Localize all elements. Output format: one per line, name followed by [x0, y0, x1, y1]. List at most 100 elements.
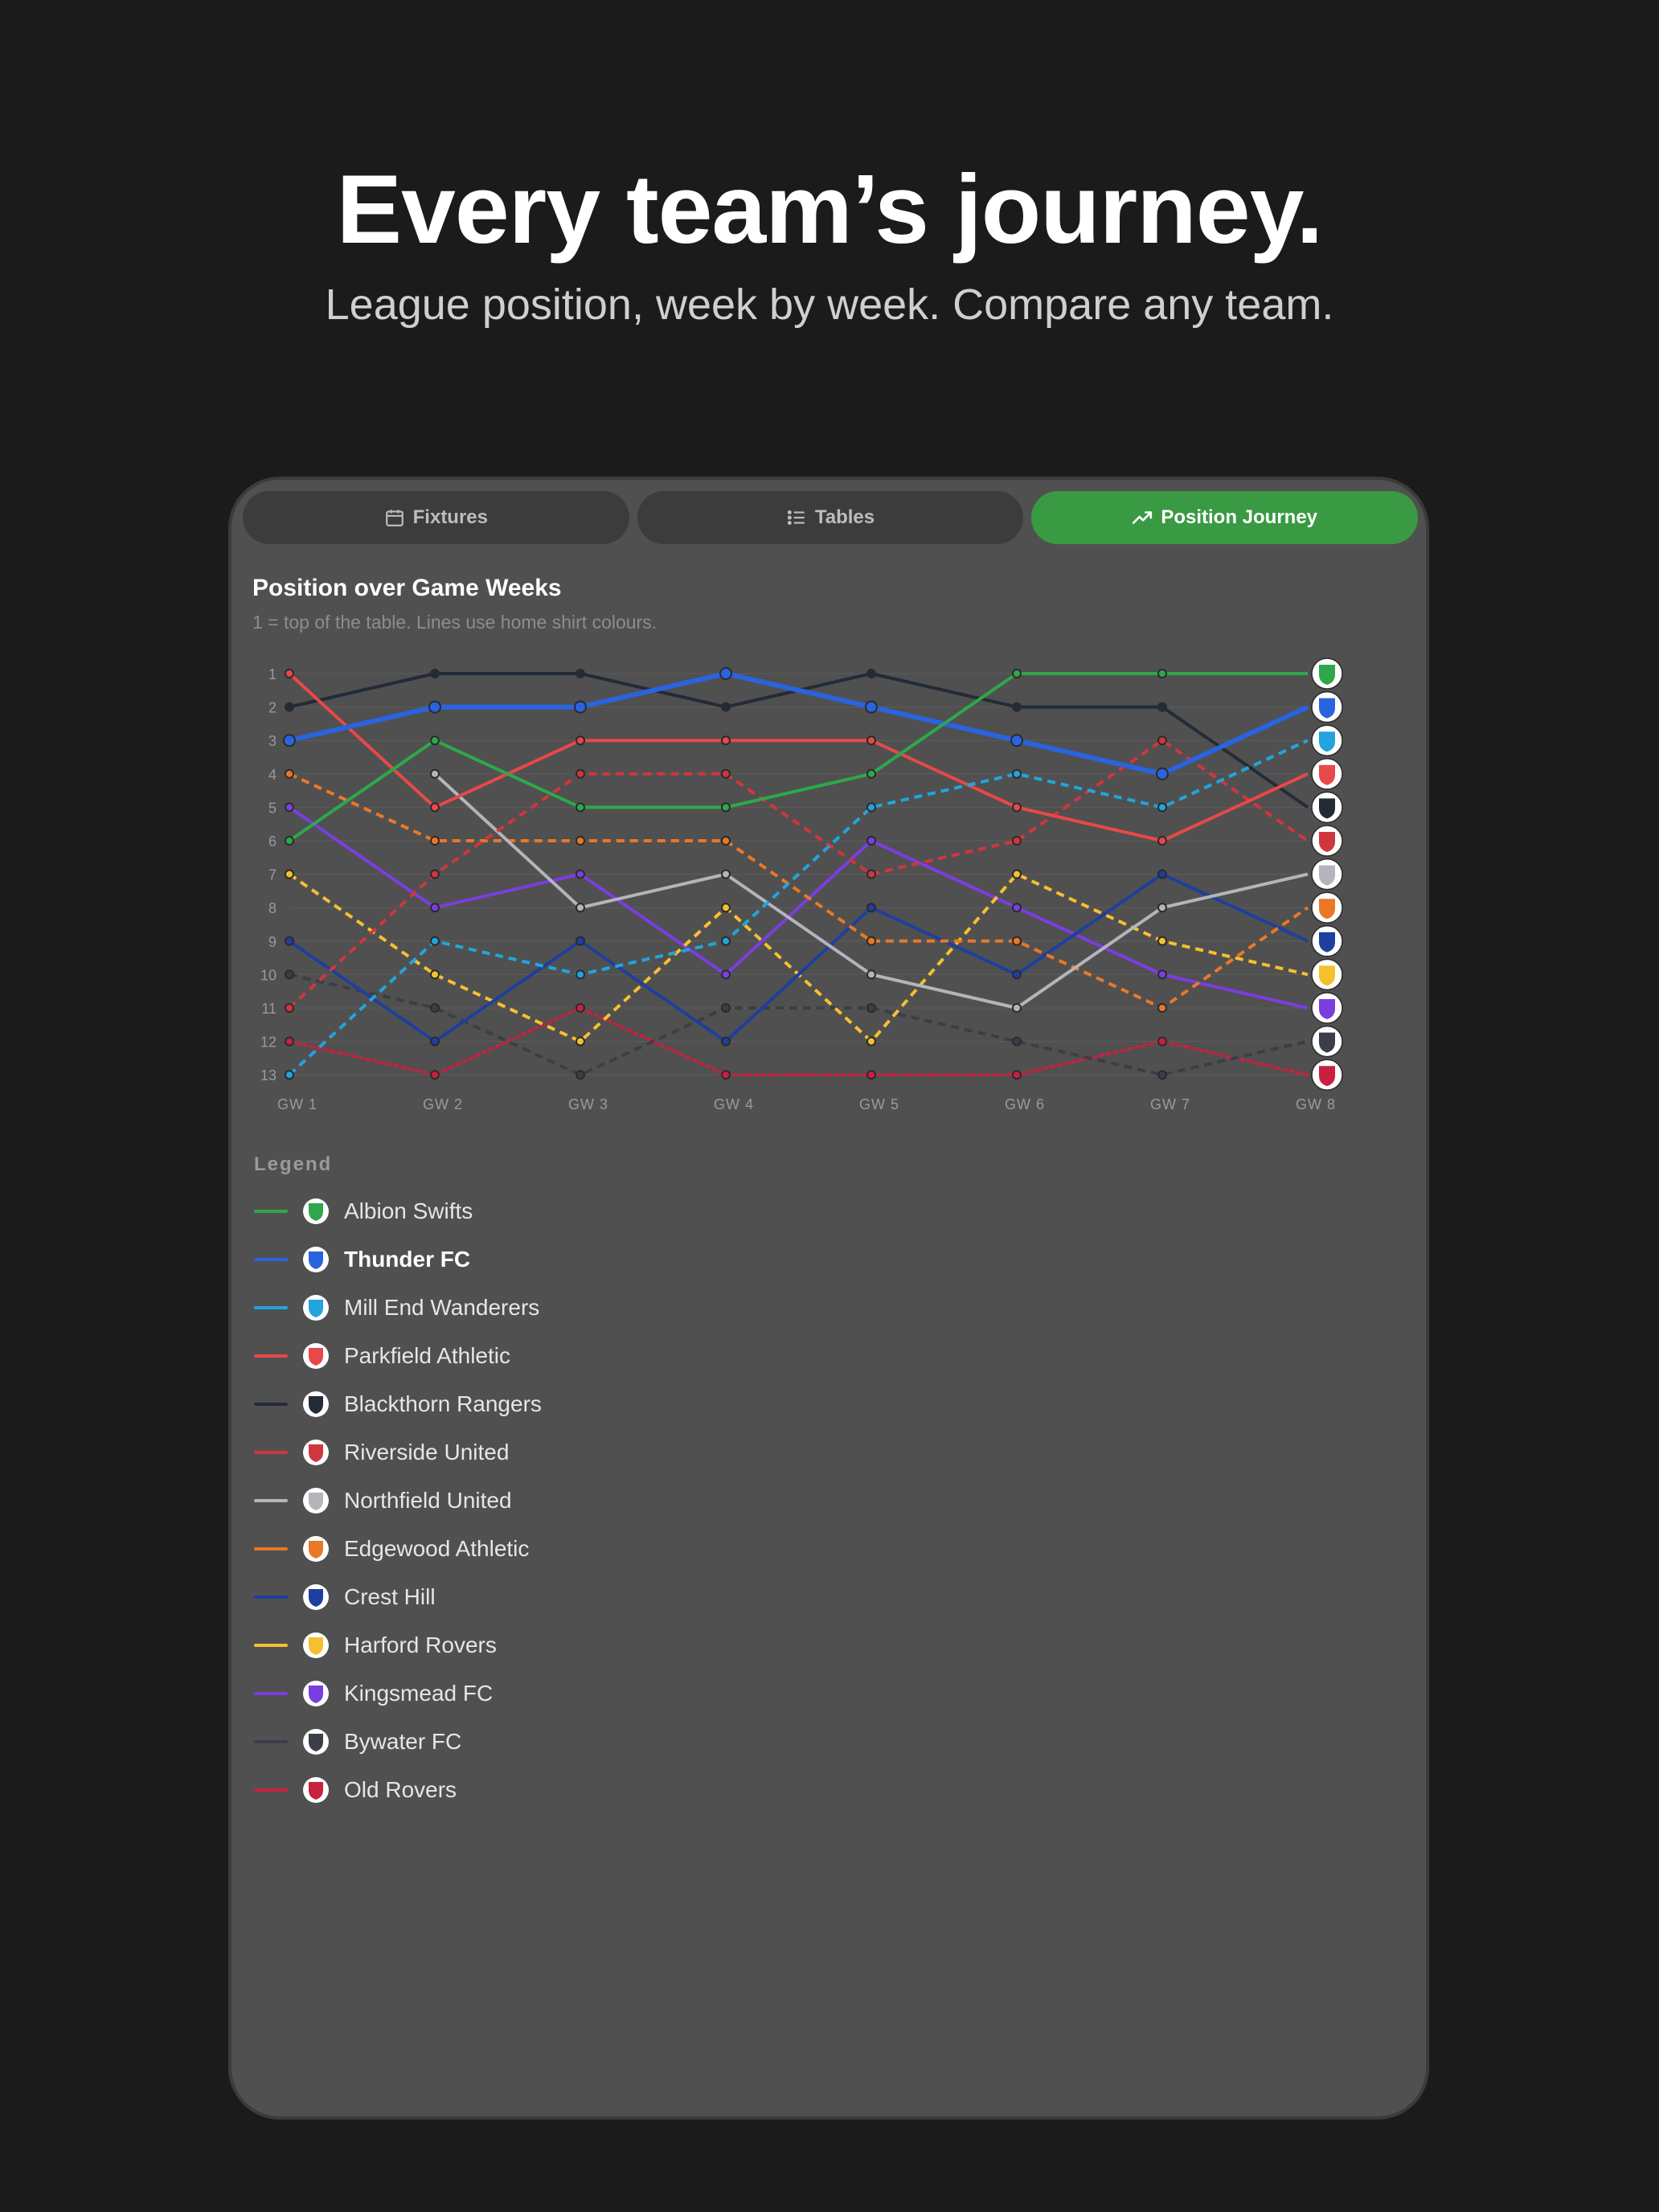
crest-shield	[1319, 798, 1335, 819]
tab-position-journey-label: Position Journey	[1161, 506, 1318, 528]
data-point	[1012, 869, 1022, 879]
team-crest-icon	[1311, 825, 1343, 857]
legend-item-bywater-fc[interactable]: Bywater FC	[254, 1718, 977, 1766]
data-point	[866, 1003, 876, 1013]
team-crest-icon	[303, 1198, 329, 1224]
data-point	[430, 836, 440, 846]
data-point	[1157, 903, 1167, 913]
legend-label: Harford Rovers	[344, 1632, 497, 1657]
legend-item-edgewood-athletic[interactable]: Edgewood Athletic	[254, 1525, 977, 1573]
data-point	[866, 768, 876, 779]
legend-swatch	[254, 1547, 288, 1550]
x-tick-label: GW 3	[568, 1096, 608, 1112]
legend-item-harford-rovers[interactable]: Harford Rovers	[254, 1621, 977, 1669]
view-tabs: Fixtures Tables Position Journey	[243, 491, 1419, 544]
data-point	[866, 1036, 876, 1047]
team-crest-icon	[303, 1584, 329, 1610]
data-point	[430, 1070, 440, 1080]
y-tick-label: 6	[268, 834, 276, 850]
legend-item-parkfield-athletic[interactable]: Parkfield Athletic	[254, 1332, 977, 1380]
data-point	[1157, 1036, 1167, 1047]
data-point	[576, 669, 585, 678]
legend-item-kingsmead-fc[interactable]: Kingsmead FC	[254, 1669, 977, 1718]
data-point	[1157, 802, 1167, 813]
team-crest-icon	[303, 1488, 329, 1514]
team-crest-icon	[1311, 891, 1343, 924]
data-point	[1010, 734, 1023, 748]
team-crest-icon	[303, 1343, 329, 1369]
data-point	[1157, 936, 1167, 946]
legend-swatch	[254, 1740, 288, 1743]
legend-item-riverside-united[interactable]: Riverside United	[254, 1428, 977, 1477]
legend-item-northfield-united[interactable]: Northfield United	[254, 1477, 977, 1525]
team-crest-icon	[1311, 1025, 1343, 1058]
data-point	[1157, 969, 1167, 980]
data-point	[865, 700, 878, 714]
chart-subtitle: 1 = top of the table. Lines use home shi…	[252, 612, 657, 633]
data-point	[430, 903, 440, 913]
data-point	[1012, 768, 1022, 779]
data-point	[430, 969, 440, 980]
data-point	[866, 869, 876, 879]
series-line-mill-end-wanderers	[288, 739, 1309, 1076]
legend-item-mill-end-wanderers[interactable]: Mill End Wanderers	[254, 1284, 977, 1332]
data-point	[1157, 669, 1167, 678]
legend-label: Thunder FC	[344, 1247, 471, 1272]
calendar-icon	[385, 510, 403, 526]
team-crest-icon	[1311, 657, 1343, 690]
legend-item-albion-swifts[interactable]: Albion Swifts	[254, 1187, 977, 1235]
legend-swatch	[254, 1210, 288, 1213]
team-crest-icon	[303, 1681, 329, 1706]
data-point	[1157, 1003, 1167, 1013]
crest-shield	[1319, 832, 1335, 852]
data-point	[1012, 936, 1022, 946]
data-point	[576, 1070, 585, 1080]
y-tick-label: 10	[260, 967, 276, 983]
data-point	[719, 667, 732, 680]
team-crest-icon	[1311, 992, 1343, 1024]
team-crest-icon	[303, 1295, 329, 1321]
legend-swatch	[254, 1499, 288, 1502]
data-point	[285, 1070, 294, 1080]
x-tick-label: GW 1	[277, 1096, 317, 1112]
legend-item-blackthorn-rangers[interactable]: Blackthorn Rangers	[254, 1380, 977, 1428]
tab-tables-label: Tables	[814, 506, 875, 528]
data-point	[866, 936, 876, 946]
legend-item-thunder-fc[interactable]: Thunder FC	[254, 1235, 977, 1284]
y-tick-label: 9	[268, 934, 276, 950]
tab-position-journey[interactable]: Position Journey	[1031, 491, 1419, 544]
legend-item-old-rovers[interactable]: Old Rovers	[254, 1766, 977, 1814]
data-point	[285, 1003, 294, 1013]
crest-shield	[1319, 665, 1335, 685]
legend-swatch	[254, 1354, 288, 1358]
data-point	[1157, 702, 1167, 712]
data-point	[285, 869, 294, 879]
data-point	[1012, 836, 1022, 846]
data-point	[285, 836, 294, 846]
legend: Albion Swifts Thunder FC Mill End Wanderer…	[254, 1187, 977, 1814]
legend-label: Riverside United	[344, 1440, 510, 1464]
legend-label: Mill End Wanderers	[344, 1295, 540, 1320]
team-crest-icon	[1311, 724, 1343, 756]
tab-tables[interactable]: Tables	[637, 491, 1024, 544]
team-crest-icon	[303, 1632, 329, 1658]
hero-subtitle: League position, week by week. Compare a…	[325, 281, 1334, 329]
data-point	[576, 802, 585, 813]
series-line-albion-swifts	[288, 672, 1308, 842]
y-tick-label: 11	[261, 1001, 276, 1017]
legend-swatch	[254, 1596, 288, 1599]
team-crest-icon	[1311, 758, 1343, 790]
y-tick-label: 1	[268, 666, 276, 682]
tab-fixtures[interactable]: Fixtures	[243, 491, 629, 544]
legend-item-crest-hill[interactable]: Crest Hill	[254, 1573, 977, 1621]
data-point	[430, 669, 440, 678]
series-line-riverside-united	[288, 739, 1309, 1010]
crest-shield	[1319, 1066, 1335, 1087]
y-tick-label: 5	[268, 800, 276, 816]
data-point	[576, 936, 585, 946]
y-tick-label: 3	[268, 733, 276, 749]
legend-swatch	[254, 1403, 288, 1406]
data-point	[866, 969, 876, 980]
data-point	[285, 702, 294, 712]
